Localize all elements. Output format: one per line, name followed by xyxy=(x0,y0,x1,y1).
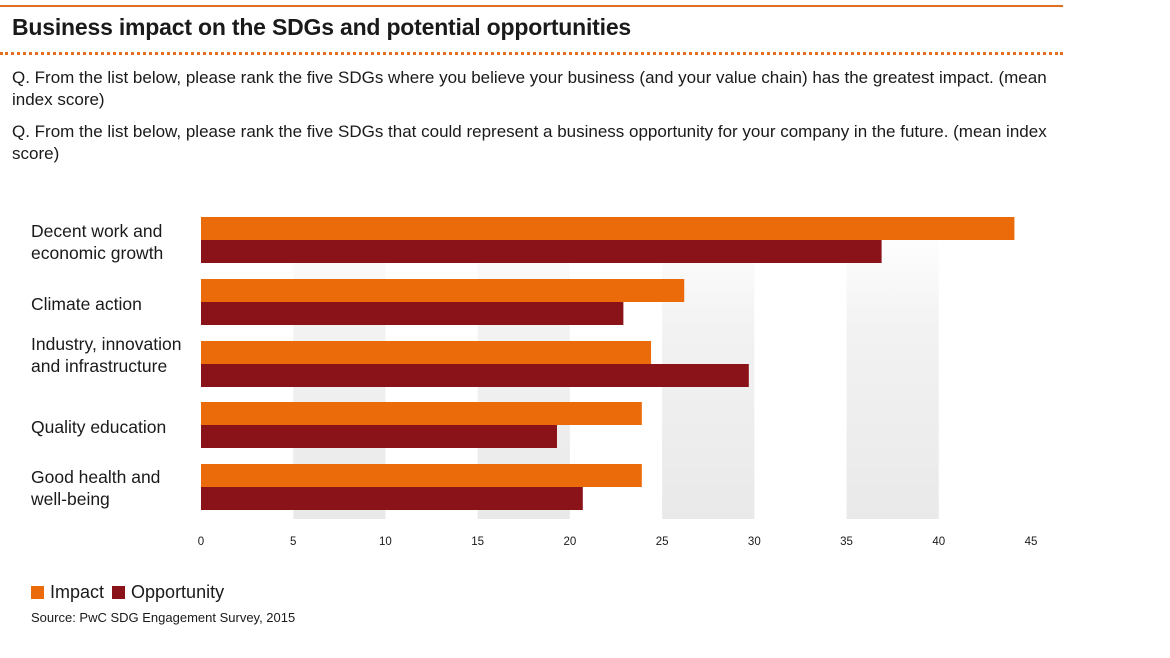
legend-item-impact: Impact xyxy=(31,582,104,603)
grid-band xyxy=(846,228,939,519)
bar-impact xyxy=(201,402,642,425)
category-label: Good health and well-being xyxy=(31,467,161,509)
bar-opportunity xyxy=(201,425,557,448)
bar-impact xyxy=(201,217,1015,240)
x-tick-label: 35 xyxy=(840,536,853,548)
legend-swatch-opportunity xyxy=(112,586,126,599)
x-tick-label: 30 xyxy=(748,536,761,548)
legend: Impact Opportunity xyxy=(31,582,224,603)
legend-swatch-impact xyxy=(31,586,44,599)
question-impact: Q. From the list below, please rank the … xyxy=(12,68,1047,109)
bar-opportunity xyxy=(201,364,749,387)
legend-item-opportunity: Opportunity xyxy=(112,582,224,603)
x-tick-label: 25 xyxy=(656,536,669,548)
x-tick-label: 10 xyxy=(379,536,392,548)
bar-chart: 0 5 10 15 20 25 30 35 40 45 xyxy=(198,217,1038,548)
page-title: Business impact on the SDGs and potentia… xyxy=(12,14,632,40)
legend-label-impact: Impact xyxy=(50,582,105,602)
category-label: Quality education xyxy=(31,417,167,437)
dotted-divider xyxy=(0,52,1063,55)
category-label: Industry, innovation and infrastructure xyxy=(31,334,182,376)
x-tick-label: 15 xyxy=(471,536,484,548)
x-tick-label: 5 xyxy=(290,536,296,548)
bar-impact xyxy=(201,341,652,364)
x-tick-label: 40 xyxy=(932,536,945,548)
x-tick-label: 45 xyxy=(1025,536,1038,548)
legend-label-opportunity: Opportunity xyxy=(131,582,225,602)
bar-opportunity xyxy=(201,487,583,510)
bar-impact xyxy=(201,464,642,487)
x-tick-label: 20 xyxy=(563,536,576,548)
top-rule xyxy=(0,5,1063,7)
source-note: Source: PwC SDG Engagement Survey, 2015 xyxy=(31,610,296,625)
x-tick-label: 0 xyxy=(198,536,204,548)
category-label: Decent work and economic growth xyxy=(31,221,164,263)
bar-opportunity xyxy=(201,240,882,263)
question-opportunity: Q. From the list below, please rank the … xyxy=(12,122,1047,163)
bar-opportunity xyxy=(201,302,624,325)
category-label: Climate action xyxy=(31,294,142,314)
bar-impact xyxy=(201,279,685,302)
